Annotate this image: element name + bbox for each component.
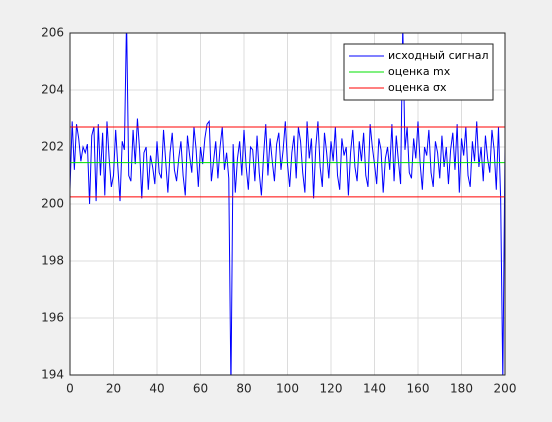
x-tick-label: 60 xyxy=(193,382,208,396)
y-tick-label: 194 xyxy=(41,368,64,382)
x-tick-label: 180 xyxy=(450,382,473,396)
x-tick-label: 100 xyxy=(276,382,299,396)
legend-label: оценка σx xyxy=(388,81,447,94)
y-tick-label: 202 xyxy=(41,140,64,154)
x-tick-label: 120 xyxy=(320,382,343,396)
y-tick-label: 200 xyxy=(41,197,64,211)
y-tick-label: 198 xyxy=(41,254,64,268)
series-line xyxy=(70,33,505,375)
axes-box xyxy=(69,32,506,376)
legend-label: исходный сигнал xyxy=(388,49,489,62)
y-tick-label: 206 xyxy=(41,26,64,40)
x-tick-label: 0 xyxy=(66,382,74,396)
x-tick-label: 80 xyxy=(236,382,251,396)
x-tick-label: 160 xyxy=(407,382,430,396)
x-tick-label: 200 xyxy=(494,382,517,396)
x-tick-label: 40 xyxy=(149,382,164,396)
legend-label: оценка mx xyxy=(388,65,451,78)
x-tick-label: 20 xyxy=(106,382,121,396)
x-tick-label: 140 xyxy=(363,382,386,396)
y-tick-label: 204 xyxy=(41,83,64,97)
y-tick-label: 196 xyxy=(41,311,64,325)
